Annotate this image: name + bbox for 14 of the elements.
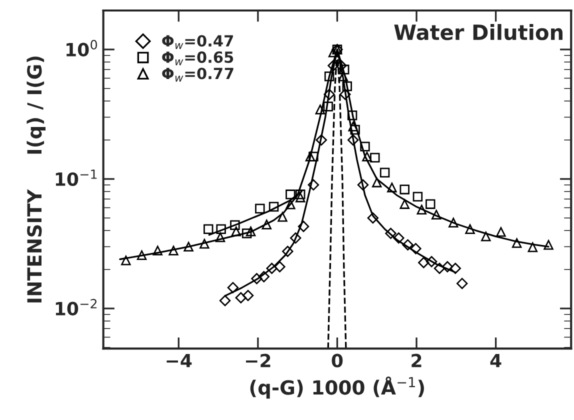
x-tick-label: 0 — [332, 354, 343, 368]
x-tick-label: 4 — [490, 354, 502, 368]
legend-label: Φ$_{w}$=0.47 — [162, 35, 233, 49]
y-tick-label: 10$^{0}$ — [66, 40, 98, 56]
y-tick-label: 10$^{−1}$ — [56, 170, 97, 186]
x-axis-title: (q-G) 1000 (Å$^{−1}$) — [250, 376, 424, 399]
x-tick-label: 2 — [412, 354, 422, 368]
y-tick-label: 10$^{−2}$ — [56, 298, 97, 316]
legend-label: Φ$_{w}$=0.77 — [162, 68, 234, 82]
legend-label: Φ$_{w}$=0.65 — [162, 51, 234, 66]
text: Water Dilution — [394, 24, 562, 40]
x-tick-label: −2 — [246, 354, 270, 368]
x-tick-label: −4 — [166, 354, 192, 368]
y-axis-title: INTENSITY I(q) / I(G) — [26, 56, 46, 302]
